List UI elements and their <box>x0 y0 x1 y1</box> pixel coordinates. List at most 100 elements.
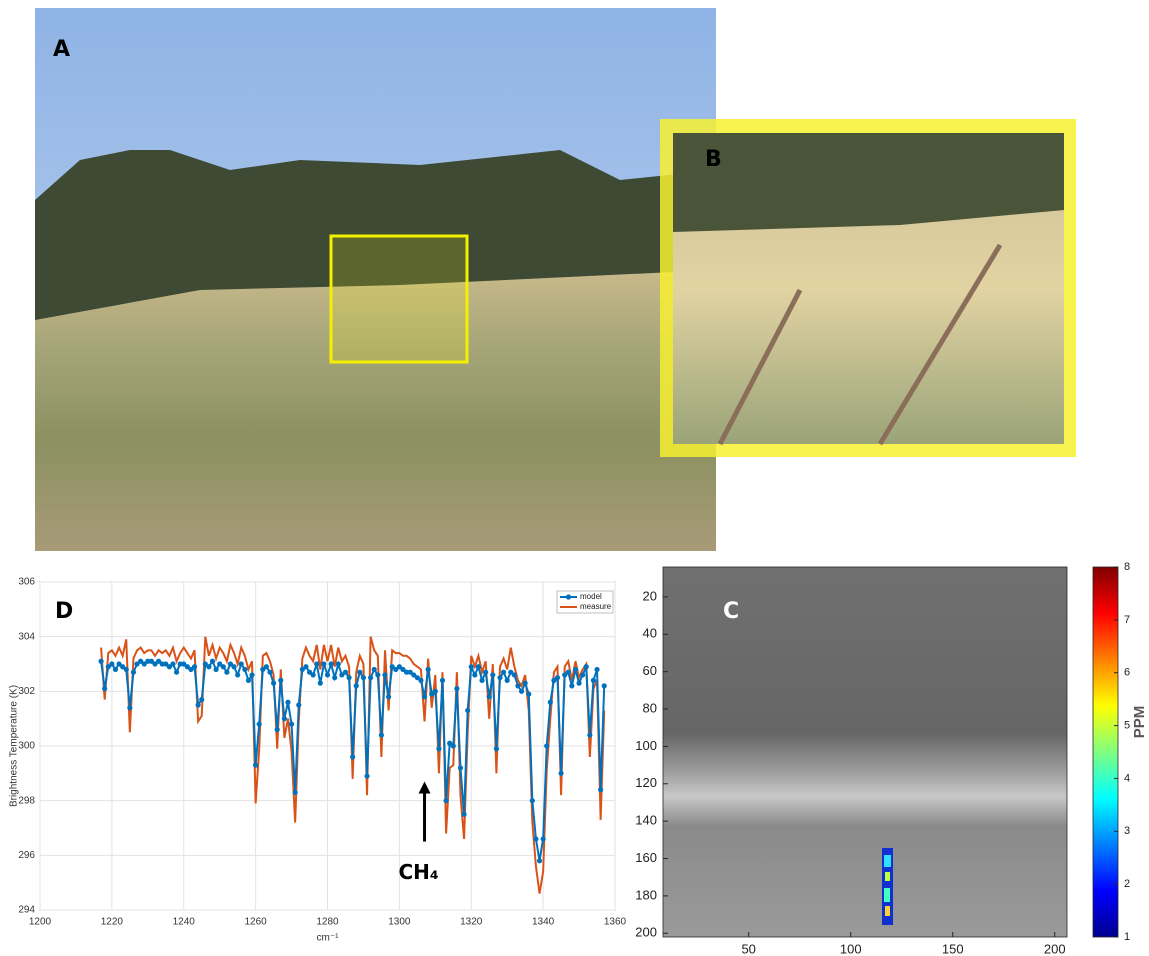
data-point <box>127 705 132 710</box>
colorbar-tick-label: 7 <box>1124 614 1130 626</box>
photo-b <box>660 119 1076 457</box>
x-tick-label: 1340 <box>532 917 555 928</box>
data-point <box>242 667 247 672</box>
x-tick-label: 100 <box>840 941 862 956</box>
x-axis-label: cm⁻¹ <box>317 933 340 944</box>
data-point <box>113 667 118 672</box>
annotation: CH₄ <box>398 860 438 884</box>
data-point <box>368 675 373 680</box>
data-point <box>494 746 499 751</box>
data-point <box>314 661 319 666</box>
data-point <box>235 672 240 677</box>
data-point <box>350 754 355 759</box>
data-point <box>598 787 603 792</box>
colorbar <box>1093 567 1118 937</box>
data-point <box>231 664 236 669</box>
colorbar-tick-label: 2 <box>1124 878 1130 890</box>
data-point <box>271 681 276 686</box>
data-point <box>379 732 384 737</box>
page: A B 120012201240126012801300132013401360… <box>0 0 1149 956</box>
data-point <box>224 670 229 675</box>
data-point <box>505 678 510 683</box>
data-point <box>257 722 262 727</box>
colorbar-label: PPM <box>1131 706 1148 739</box>
data-point <box>530 798 535 803</box>
x-tick-label: 1220 <box>101 917 124 928</box>
data-point <box>426 667 431 672</box>
data-point <box>98 659 103 664</box>
data-point <box>422 694 427 699</box>
data-point <box>192 664 197 669</box>
panel-label: C <box>723 599 739 624</box>
data-point <box>293 790 298 795</box>
data-point <box>602 683 607 688</box>
legend-label: measure <box>580 602 612 611</box>
data-point <box>497 675 502 680</box>
y-tick-label: 140 <box>635 813 657 828</box>
data-point <box>487 694 492 699</box>
data-point <box>461 812 466 817</box>
data-point <box>249 672 254 677</box>
data-point <box>454 686 459 691</box>
data-point <box>332 675 337 680</box>
colorbar-tick-label: 8 <box>1124 561 1130 573</box>
data-point <box>576 681 581 686</box>
x-tick-label: 1300 <box>388 917 411 928</box>
data-point <box>558 771 563 776</box>
panel-label: D <box>55 599 73 624</box>
data-point <box>102 686 107 691</box>
data-point <box>476 664 481 669</box>
data-point <box>584 664 589 669</box>
data-point <box>515 683 520 688</box>
data-point <box>109 661 114 666</box>
y-tick-label: 180 <box>635 887 657 902</box>
data-point <box>174 670 179 675</box>
data-point <box>253 763 258 768</box>
data-point <box>325 672 330 677</box>
data-point <box>533 836 538 841</box>
data-point <box>372 667 377 672</box>
data-point <box>569 683 574 688</box>
panel-label: A <box>53 37 70 62</box>
data-point <box>573 667 578 672</box>
y-tick-label: 40 <box>643 626 657 641</box>
data-point <box>548 700 553 705</box>
data-point <box>170 661 175 666</box>
data-point <box>537 858 542 863</box>
data-point <box>361 675 366 680</box>
data-point <box>131 670 136 675</box>
y-tick-label: 296 <box>18 850 35 861</box>
data-point <box>483 670 488 675</box>
data-point <box>364 773 369 778</box>
data-point <box>555 675 560 680</box>
data-point <box>587 732 592 737</box>
data-point <box>196 702 201 707</box>
data-point <box>440 678 445 683</box>
colorbar-tick-label: 4 <box>1124 772 1130 784</box>
data-point <box>221 664 226 669</box>
data-point <box>289 722 294 727</box>
data-point <box>386 694 391 699</box>
data-point <box>465 708 470 713</box>
data-point <box>544 743 549 748</box>
data-point <box>213 667 218 672</box>
data-point <box>275 727 280 732</box>
colorbar-tick-label: 1 <box>1124 931 1130 943</box>
data-point <box>124 667 129 672</box>
data-point <box>303 664 308 669</box>
data-point <box>285 700 290 705</box>
x-tick-label: 150 <box>942 941 964 956</box>
x-tick-label: 200 <box>1044 941 1066 956</box>
data-point <box>328 661 333 666</box>
x-tick-label: 1320 <box>460 917 483 928</box>
data-point <box>458 765 463 770</box>
x-tick-label: 1260 <box>245 917 268 928</box>
data-point <box>336 661 341 666</box>
data-point <box>594 667 599 672</box>
data-point <box>343 670 348 675</box>
y-tick-label: 306 <box>18 577 35 588</box>
data-point <box>311 672 316 677</box>
data-point <box>436 746 441 751</box>
data-point <box>321 661 326 666</box>
colorbar-tick-label: 5 <box>1124 719 1130 731</box>
